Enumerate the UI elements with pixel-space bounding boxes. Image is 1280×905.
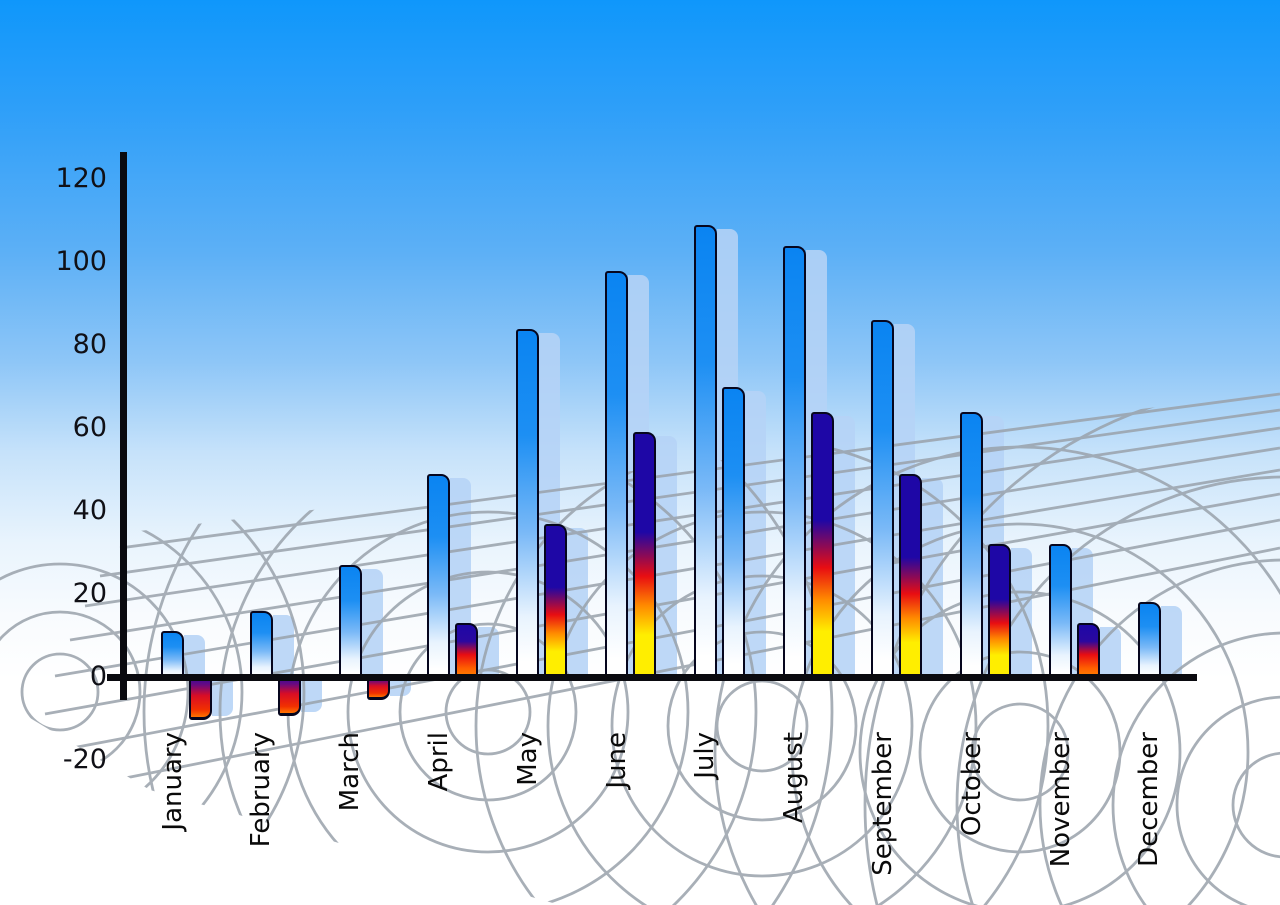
month-label-april: April bbox=[423, 732, 454, 792]
month-label-december: December bbox=[1134, 732, 1165, 867]
bar-march-series2 bbox=[366, 676, 390, 700]
month-label-september: September bbox=[867, 732, 898, 876]
bar-november-series1 bbox=[1049, 544, 1072, 679]
bar-september-series2 bbox=[899, 473, 923, 679]
month-label-june: June bbox=[601, 732, 632, 789]
month-label-july: July bbox=[690, 732, 721, 779]
shadow-february-series1 bbox=[272, 614, 294, 679]
shadow-january-series2 bbox=[212, 681, 233, 717]
x-axis-baseline bbox=[107, 674, 1197, 681]
bar-january-series2 bbox=[189, 676, 212, 721]
bar-december-series1 bbox=[1137, 602, 1161, 679]
month-label-may: May bbox=[512, 732, 543, 786]
bar-may-series1 bbox=[516, 328, 540, 679]
y-tick-0: 0 bbox=[89, 661, 107, 692]
bar-august-series2 bbox=[810, 411, 834, 679]
month-label-february: February bbox=[246, 732, 277, 848]
bar-april-series1 bbox=[427, 473, 451, 679]
y-tick-100: 100 bbox=[55, 246, 107, 278]
y-tick--20: -20 bbox=[62, 743, 107, 775]
bar-october-series2 bbox=[988, 544, 1012, 679]
bar-march-series1 bbox=[338, 565, 362, 679]
bar-april-series2 bbox=[455, 623, 479, 679]
y-tick-20: 20 bbox=[72, 578, 107, 610]
shadow-october-series2 bbox=[1011, 548, 1033, 679]
bar-october-series1 bbox=[960, 411, 984, 679]
bar-january-series1 bbox=[161, 631, 184, 679]
month-label-march: March bbox=[335, 732, 366, 812]
y-tick-40: 40 bbox=[72, 495, 107, 527]
bar-may-series2 bbox=[544, 523, 568, 679]
bar-june-series1 bbox=[605, 270, 628, 679]
bar-february-series1 bbox=[249, 610, 273, 679]
bar-august-series1 bbox=[782, 245, 806, 679]
y-axis-line bbox=[120, 152, 127, 700]
month-label-october: October bbox=[956, 732, 987, 837]
bar-july-series2 bbox=[721, 386, 745, 679]
month-label-august: August bbox=[779, 732, 810, 823]
month-label-november: November bbox=[1045, 732, 1076, 868]
y-tick-80: 80 bbox=[72, 329, 107, 361]
shadow-january-series1 bbox=[184, 635, 205, 679]
y-tick-60: 60 bbox=[72, 412, 107, 444]
bar-february-series2 bbox=[277, 676, 301, 717]
bar-june-series2 bbox=[633, 432, 656, 679]
shadow-december-series1 bbox=[1160, 606, 1182, 679]
bar-july-series1 bbox=[693, 224, 717, 679]
y-tick-120: 120 bbox=[55, 163, 107, 195]
month-label-january: January bbox=[157, 732, 188, 831]
bar-september-series1 bbox=[871, 320, 895, 679]
bar-november-series2 bbox=[1077, 623, 1100, 679]
